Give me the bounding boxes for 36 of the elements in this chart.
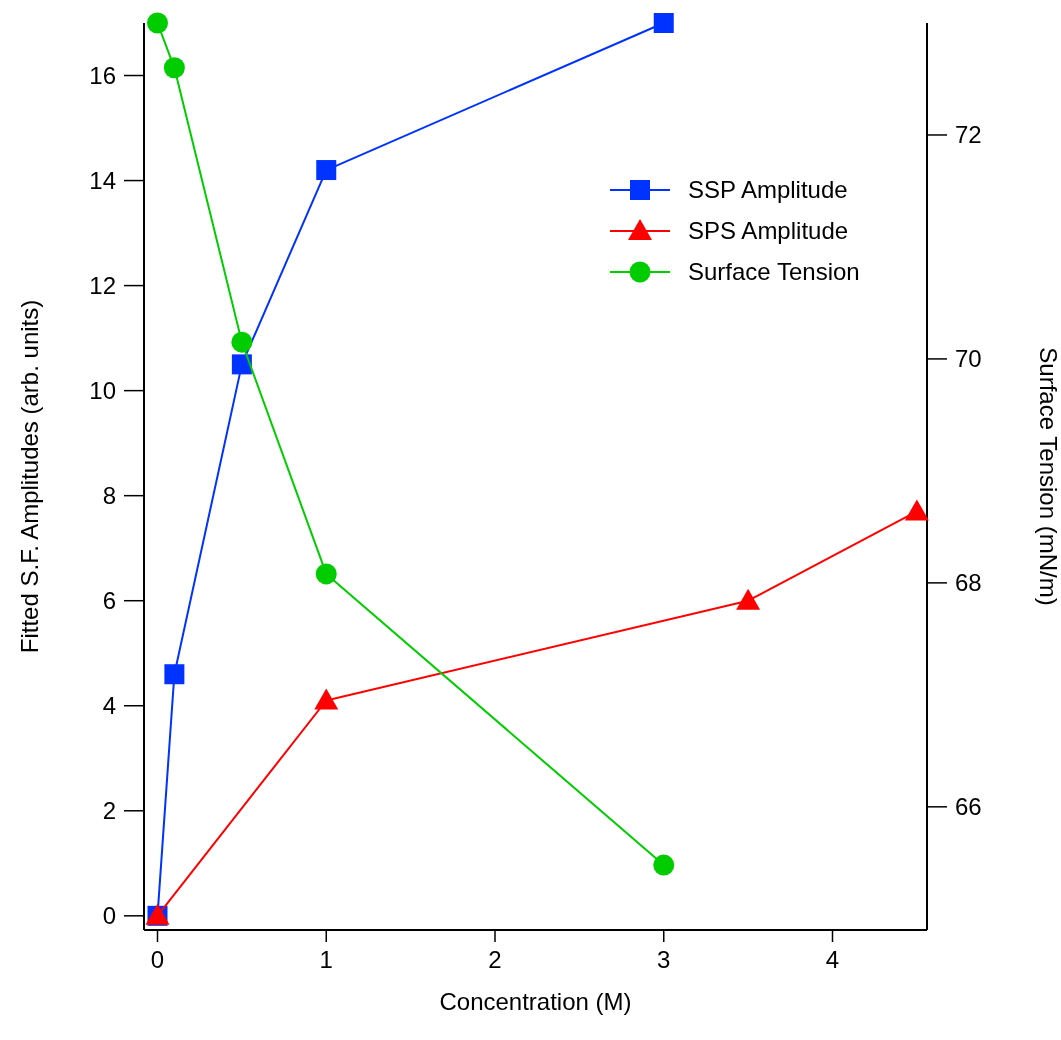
y-tick-label: 4	[102, 692, 116, 720]
point	[314, 688, 339, 710]
x-tick-label: 1	[319, 946, 333, 973]
x-tick-label: 0	[150, 946, 165, 973]
legend-label: SSP Amplitude	[688, 176, 848, 204]
point	[653, 13, 674, 33]
point	[231, 354, 252, 375]
x-axis-title: Concentration (M)	[439, 988, 632, 1015]
y-tick-label: 10	[89, 377, 116, 405]
legend-label: Surface Tension	[688, 258, 860, 286]
y2-tick-label: 66	[955, 793, 982, 821]
y2-tick-label: 70	[955, 345, 982, 373]
point	[316, 160, 337, 181]
legend-label: SPS Amplitude	[688, 217, 849, 245]
x-tick-label: 3	[657, 946, 671, 973]
point	[231, 331, 253, 353]
y-tick-label: 16	[89, 61, 116, 89]
y-axis-title: Fitted S.F. Amplitudes (arb. units)	[16, 299, 43, 654]
x-tick-label: 4	[825, 946, 840, 973]
point	[164, 664, 185, 685]
point	[315, 563, 337, 585]
y-tick-label: 6	[102, 587, 116, 615]
y-tick-label: 2	[102, 797, 116, 825]
y2-tick-label: 72	[955, 121, 982, 149]
y2-tick-label: 68	[955, 569, 982, 597]
y2-axis-title: Surface Tension (mN/m)	[1035, 347, 1061, 606]
point	[147, 12, 168, 34]
y-tick-label: 8	[102, 482, 116, 510]
y-tick-label: 12	[89, 271, 116, 299]
point	[904, 499, 929, 521]
point	[736, 588, 761, 610]
x-tick-label: 2	[488, 946, 502, 973]
y-tick-label: 0	[102, 902, 116, 930]
y-tick-label: 14	[89, 166, 116, 194]
point	[163, 57, 185, 79]
point	[653, 854, 675, 876]
